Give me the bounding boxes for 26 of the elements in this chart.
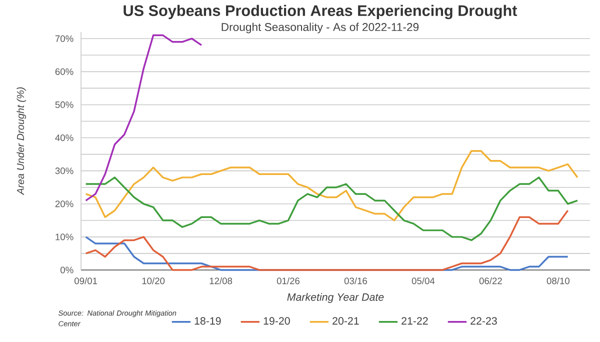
x-tick-label: 08/10: [546, 277, 570, 284]
x-tick-label: 06/22: [479, 277, 502, 284]
y-axis-title: Area Under Drought (%): [16, 87, 26, 196]
legend-label: 22-23: [470, 317, 497, 325]
legend-label: 18-19: [194, 317, 221, 325]
y-tick-label: 0%: [60, 266, 74, 274]
x-tick-label: 12/08: [210, 277, 232, 284]
y-tick-label: 60%: [55, 68, 74, 75]
legend-label: 21-22: [402, 317, 428, 325]
x-axis-title: Marketing Year Date: [287, 293, 384, 303]
y-tick-label: 40%: [55, 134, 74, 142]
chart-title: US Soybeans Production Areas Experiencing Drought: [124, 4, 518, 20]
y-tick-label: 10%: [56, 234, 74, 240]
x-tick-label: 09/01: [74, 277, 98, 284]
line-series: [84, 34, 202, 202]
y-tick-label: 20%: [55, 200, 74, 208]
x-tick-label: 01/26: [276, 277, 300, 284]
y-tick-label: 50%: [55, 101, 74, 108]
x-tick-label: 10/20: [142, 277, 165, 284]
legend-label: 20-21: [332, 317, 359, 325]
y-tick-label: 70%: [55, 35, 74, 42]
legend-label: 19-20: [264, 317, 290, 325]
chart-subtitle: Drought Seasonality - As of 2022-11-29: [222, 22, 419, 34]
y-tick-label: 30%: [55, 168, 74, 174]
x-tick-label: 03/16: [344, 277, 367, 284]
x-tick-label: 05/04: [412, 277, 435, 284]
